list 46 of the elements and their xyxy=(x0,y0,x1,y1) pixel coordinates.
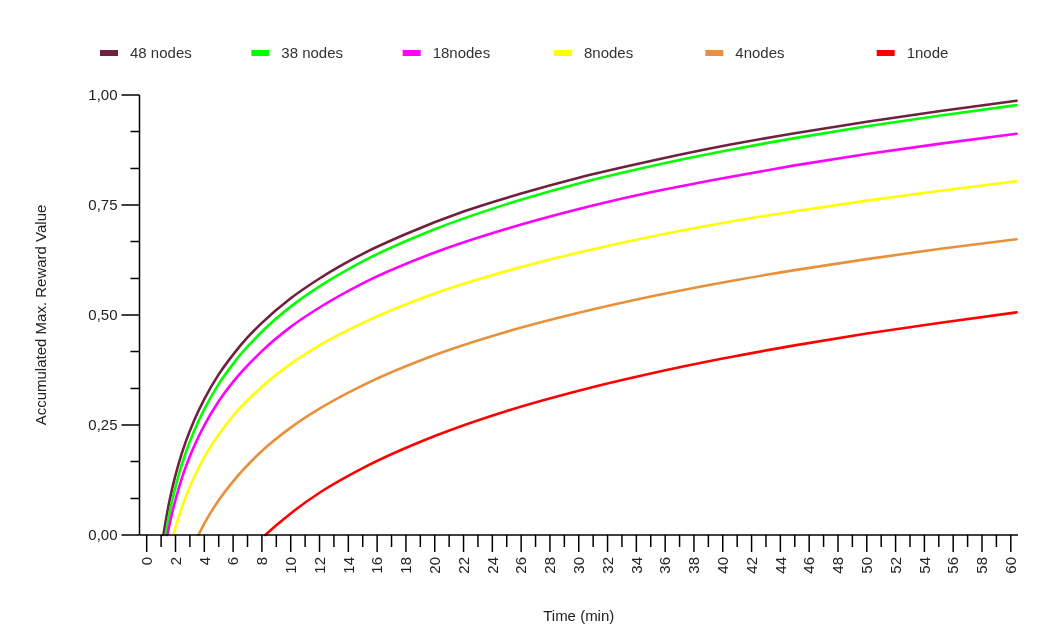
x-tick-label: 12 xyxy=(310,557,328,574)
legend-label: 8nodes xyxy=(584,44,634,62)
x-tick-label: 6 xyxy=(224,557,242,566)
line-series xyxy=(197,238,1018,537)
x-tick-label: 0 xyxy=(137,557,155,566)
x-tick-label: 18 xyxy=(397,557,415,574)
y-tick-label: 1,00 xyxy=(88,86,118,104)
x-tick-label: 40 xyxy=(714,557,732,574)
x-tick-label: 54 xyxy=(915,557,933,574)
y-tick-label: 0,25 xyxy=(88,416,118,434)
x-tick-label: 8 xyxy=(253,557,271,566)
x-tick-label: 34 xyxy=(627,557,645,574)
x-tick-label: 22 xyxy=(454,557,472,574)
x-tick-label: 24 xyxy=(483,557,501,574)
x-tick-label: 26 xyxy=(512,557,530,574)
x-tick-label: 10 xyxy=(281,557,299,574)
x-tick-label: 36 xyxy=(656,557,674,574)
x-axis-title: Time (min) xyxy=(543,607,615,624)
x-tick-label: 50 xyxy=(858,557,876,574)
y-tick-label: 0,00 xyxy=(88,526,118,544)
x-tick-label: 38 xyxy=(685,557,703,574)
x-tick-label: 60 xyxy=(1002,557,1020,574)
x-tick-label: 44 xyxy=(771,557,789,574)
x-tick-label: 46 xyxy=(800,557,818,574)
x-tick-label: 20 xyxy=(425,557,443,574)
legend-label: 38 nodes xyxy=(281,44,344,62)
legend-label: 4nodes xyxy=(735,44,785,62)
x-tick-label: 56 xyxy=(944,557,962,574)
x-tick-label: 16 xyxy=(368,557,386,574)
x-tick-label: 28 xyxy=(541,557,559,574)
x-tick-label: 58 xyxy=(973,557,991,574)
y-tick-label: 0,75 xyxy=(88,196,118,214)
legend-label: 1node xyxy=(906,44,949,62)
x-tick-label: 2 xyxy=(166,557,184,566)
x-tick-label: 52 xyxy=(886,557,904,574)
x-tick-label: 30 xyxy=(570,557,587,574)
x-tick-label: 48 xyxy=(829,557,847,574)
x-tick-label: 4 xyxy=(195,557,213,566)
y-tick-label: 0,50 xyxy=(88,306,118,324)
legend-label: 18nodes xyxy=(432,44,491,62)
x-tick-label: 42 xyxy=(742,557,760,574)
x-tick-label: 32 xyxy=(598,557,616,574)
y-axis-title: Accumulated Max. Reward Value xyxy=(32,204,49,426)
x-tick-label: 14 xyxy=(339,557,357,574)
legend-label: 48 nodes xyxy=(130,44,192,62)
line-series xyxy=(264,311,1018,537)
